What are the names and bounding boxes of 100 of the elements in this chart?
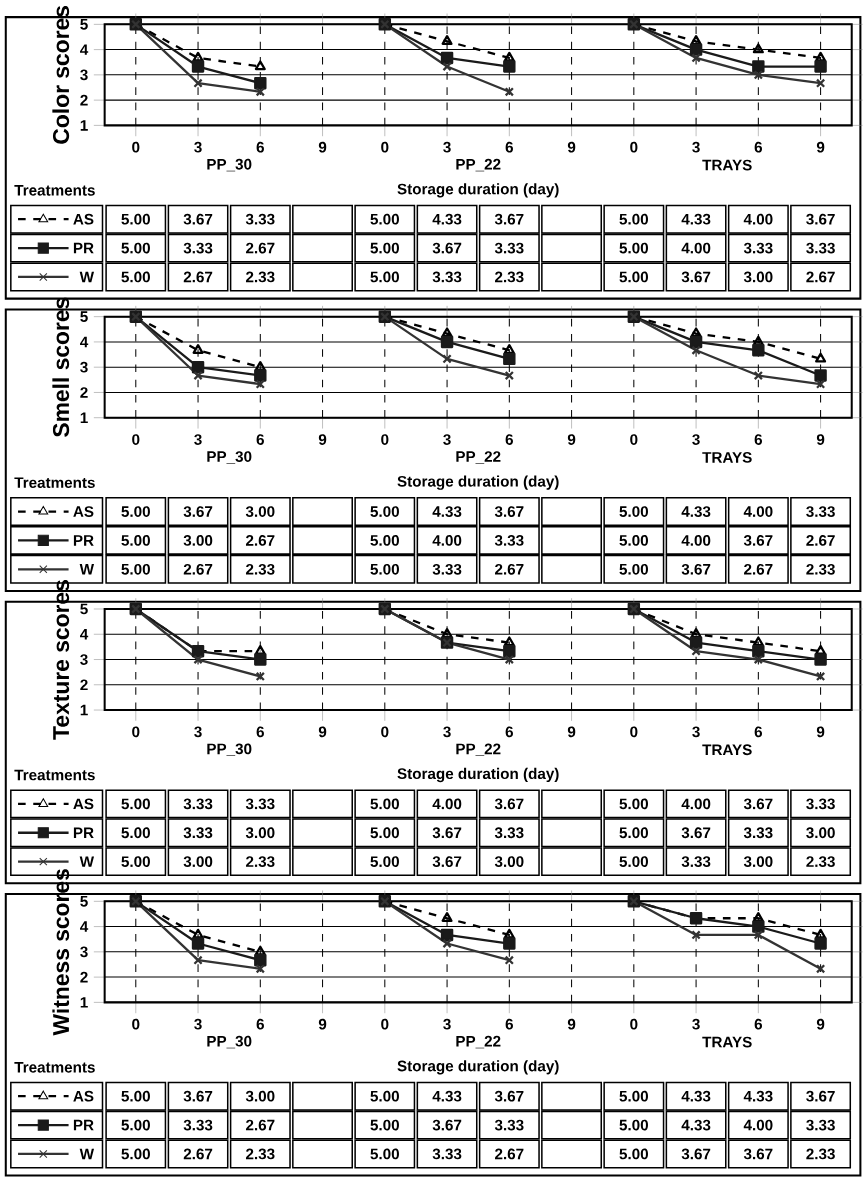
x-tick-label: 3 — [692, 1018, 700, 1030]
point — [690, 628, 702, 638]
data-label: 4.33 — [432, 213, 462, 225]
legend-label: AS — [73, 1090, 94, 1102]
point — [254, 653, 267, 666]
text: PP_22 — [456, 743, 501, 756]
data-label: 4.00 — [743, 506, 773, 517]
data-label: 3.33 — [494, 827, 524, 839]
point — [814, 644, 827, 655]
point — [814, 60, 827, 73]
point — [503, 60, 516, 73]
y-tick-label: 2 — [80, 971, 88, 983]
data-label: 2.33 — [245, 271, 275, 283]
data-label: 3.67 — [494, 506, 524, 517]
data-label: 2.33 — [806, 1148, 835, 1160]
point — [691, 646, 701, 656]
x-tick-label: 0 — [132, 434, 140, 445]
point — [752, 344, 765, 357]
data-label: 3.67 — [494, 213, 524, 225]
data-label: 5.00 — [619, 1119, 648, 1131]
legend-label: AS — [73, 506, 94, 517]
legend-label: W — [79, 271, 94, 283]
data-label: 4.00 — [743, 1119, 773, 1131]
point — [192, 344, 204, 354]
text: PP_22 — [456, 158, 501, 172]
x-tick-label: 3 — [443, 141, 451, 153]
x-tick-label: 3 — [194, 141, 202, 153]
legend-label: W — [79, 1148, 94, 1160]
point — [503, 644, 516, 658]
y-tick-label: 1 — [80, 412, 88, 423]
data-label: 3.33 — [245, 798, 275, 810]
x-axis-title: Storage duration (day) — [397, 475, 559, 490]
point — [752, 43, 764, 54]
point — [440, 51, 454, 65]
legend-label: W — [79, 564, 94, 575]
legend-label: PR — [73, 242, 94, 254]
point — [441, 912, 453, 922]
point — [504, 87, 514, 97]
x-tick-label: 6 — [256, 1018, 264, 1030]
data-label: 3.33 — [743, 242, 773, 254]
point — [254, 360, 266, 371]
x-tick-label: 3 — [443, 1018, 451, 1030]
data-label: 3.33 — [183, 1119, 213, 1131]
point — [442, 938, 452, 949]
data-label: 3.67 — [183, 1090, 213, 1102]
data-label: 3.33 — [494, 535, 524, 546]
x-tick-label: 9 — [816, 434, 825, 445]
y-axis-title: Smell scores — [52, 297, 70, 437]
point — [254, 644, 266, 655]
data-label: 3.67 — [806, 1090, 835, 1102]
y-tick-label: 3 — [80, 654, 88, 665]
data-label: 5.00 — [619, 535, 648, 546]
data-label: 3.33 — [806, 1119, 835, 1131]
point — [255, 964, 265, 974]
legend-label: PR — [73, 1119, 94, 1131]
point — [503, 352, 516, 366]
data-label: 5.00 — [121, 1090, 150, 1102]
data-label: 2.67 — [743, 563, 773, 575]
data-label: 4.00 — [681, 535, 711, 546]
text: PP_30 — [207, 451, 252, 464]
data-label: 3.67 — [432, 856, 462, 868]
point — [193, 78, 203, 88]
data-label: 5.00 — [619, 798, 648, 810]
point — [814, 51, 827, 62]
data-label: 5.00 — [121, 1148, 150, 1160]
data-label: 2.67 — [494, 563, 524, 575]
y-tick-label: 4 — [79, 921, 89, 932]
x-tick-label: 3 — [692, 434, 700, 445]
data-label: 3.00 — [183, 856, 213, 868]
x-tick-label: 6 — [754, 726, 762, 738]
x-tick-label: 3 — [194, 726, 202, 738]
data-label: 3.33 — [494, 242, 524, 254]
data-label: 4.33 — [681, 506, 711, 517]
x-tick-label: 0 — [630, 434, 638, 445]
data-label: 3.33 — [432, 1148, 462, 1160]
data-label: 5.00 — [370, 798, 399, 810]
point — [254, 76, 267, 90]
point — [503, 928, 515, 939]
point — [254, 953, 267, 967]
point — [255, 671, 265, 682]
text: Treatments — [14, 477, 95, 488]
point — [814, 369, 827, 382]
data-label: 3.67 — [681, 271, 711, 283]
point — [815, 964, 826, 974]
data-label: 3.00 — [494, 856, 524, 868]
point — [503, 51, 515, 62]
x-tick-label: 9 — [318, 434, 327, 445]
x-tick-label: 3 — [443, 726, 451, 738]
x-tick-label: 3 — [443, 434, 451, 445]
data-label: 5.00 — [370, 271, 399, 283]
y-tick-label: 1 — [80, 704, 88, 716]
data-label: 2.33 — [245, 856, 275, 868]
y-tick-label: 5 — [80, 603, 88, 615]
data-label: 3.33 — [806, 242, 835, 254]
point — [752, 335, 764, 346]
y-tick-label: 4 — [79, 336, 89, 348]
data-label: 4.00 — [432, 798, 462, 810]
data-label: 4.33 — [681, 1090, 711, 1102]
text: PP_30 — [207, 158, 252, 172]
x-tick-label: 6 — [505, 1018, 513, 1030]
